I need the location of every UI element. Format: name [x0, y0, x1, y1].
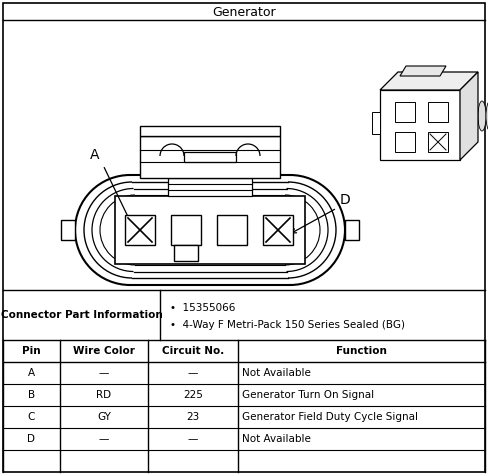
Text: D: D [27, 434, 36, 444]
Text: Generator Field Duty Cycle Signal: Generator Field Duty Cycle Signal [242, 412, 418, 422]
Text: B: B [28, 390, 35, 400]
Text: Circuit No.: Circuit No. [162, 346, 224, 356]
Text: Function: Function [336, 346, 387, 356]
Text: —: — [99, 434, 109, 444]
Bar [380, 90, 460, 160]
Bar [395, 132, 415, 152]
Bar [217, 215, 247, 245]
Text: D: D [340, 193, 350, 207]
Text: C: C [28, 412, 35, 422]
Text: A: A [28, 368, 35, 378]
Bar [428, 132, 448, 152]
Text: Pin: Pin [22, 346, 41, 356]
Polygon shape [400, 66, 446, 76]
Text: Generator: Generator [212, 6, 276, 19]
Wedge shape [101, 196, 135, 264]
Polygon shape [380, 72, 478, 90]
Text: Not Available: Not Available [242, 434, 311, 444]
Bar [125, 215, 155, 245]
Bar [174, 245, 198, 261]
Bar [115, 196, 305, 264]
Ellipse shape [486, 101, 488, 131]
Text: Generator Turn On Signal: Generator Turn On Signal [242, 390, 374, 400]
Text: 225: 225 [183, 390, 203, 400]
Text: RD: RD [97, 390, 112, 400]
Text: —: — [99, 368, 109, 378]
Text: GY: GY [97, 412, 111, 422]
FancyBboxPatch shape [135, 196, 285, 264]
Text: —: — [188, 434, 198, 444]
Bar [184, 152, 236, 162]
Wedge shape [285, 196, 319, 264]
Text: •  15355066: • 15355066 [170, 303, 235, 313]
Text: Connector Part Information: Connector Part Information [1, 310, 163, 320]
Text: •  4-Way F Metri-Pack 150 Series Sealed (BG): • 4-Way F Metri-Pack 150 Series Sealed (… [170, 320, 405, 330]
Bar [372, 112, 380, 134]
Bar [171, 215, 201, 245]
Polygon shape [460, 72, 478, 160]
Bar [395, 102, 415, 122]
Text: 23: 23 [186, 412, 200, 422]
Text: A: A [90, 148, 100, 162]
Text: Not Available: Not Available [242, 368, 311, 378]
Bar [428, 102, 448, 122]
Text: —: — [188, 368, 198, 378]
Ellipse shape [478, 101, 486, 131]
Bar [140, 126, 280, 136]
Bar [168, 178, 252, 196]
Text: Wire Color: Wire Color [73, 346, 135, 356]
Bar [140, 136, 280, 178]
Bar [61, 220, 75, 240]
Bar [263, 215, 293, 245]
Bar [345, 220, 359, 240]
